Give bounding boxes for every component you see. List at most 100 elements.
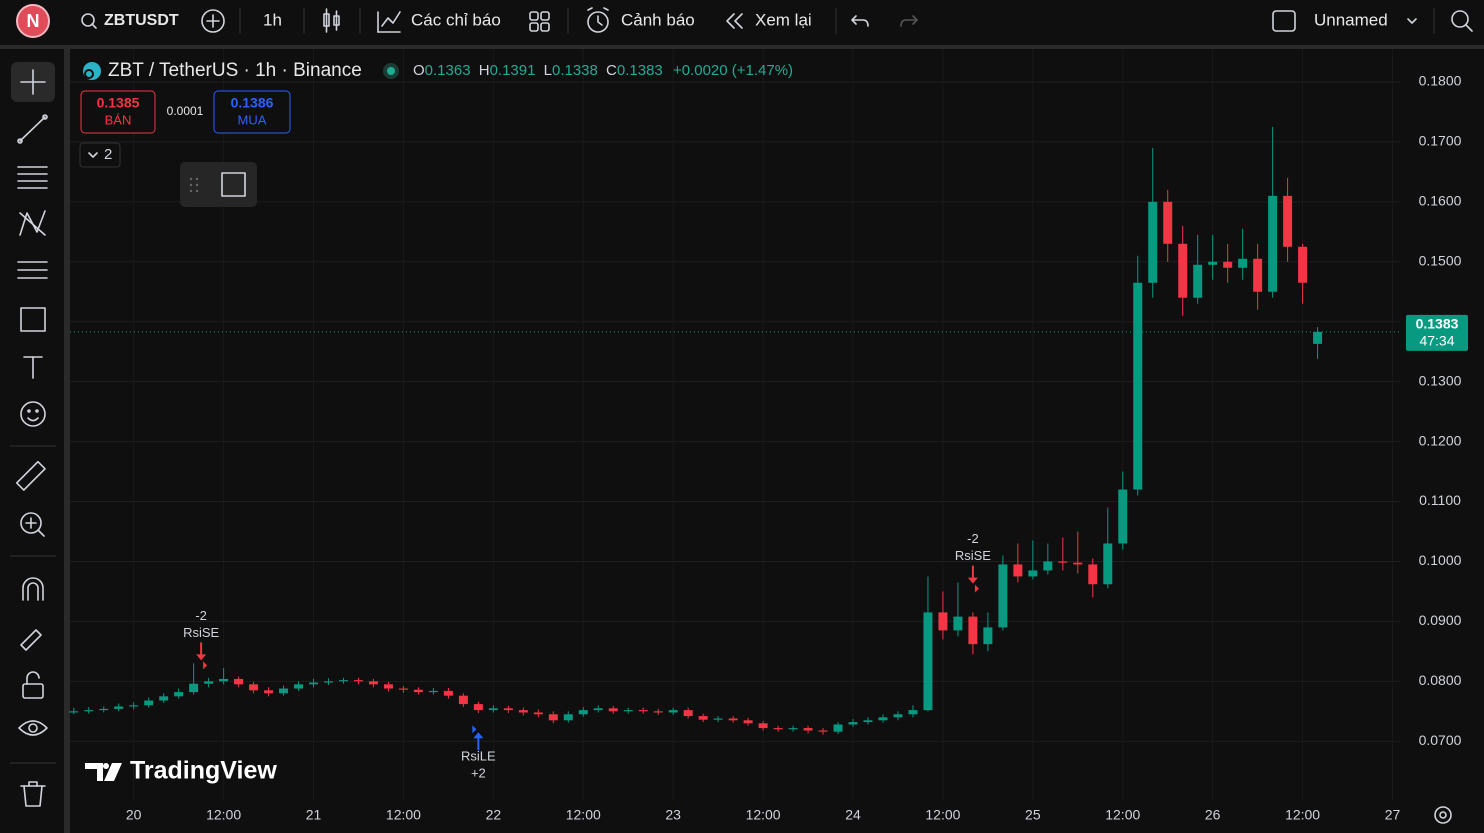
- replay-icon[interactable]: [726, 13, 743, 29]
- y-tick-label: 0.1700: [1419, 133, 1462, 149]
- symbol[interactable]: ZBTUSDT: [104, 12, 179, 29]
- candle-body: [383, 684, 393, 689]
- x-tick-label: 23: [665, 807, 681, 823]
- x-tick-label: 26: [1205, 807, 1221, 823]
- candle-body: [878, 717, 888, 721]
- ohlc-value: 0.1391: [490, 62, 536, 79]
- zoom-tool[interactable]: [20, 512, 45, 537]
- layout-menu[interactable]: [1407, 18, 1417, 24]
- chart-type-icon[interactable]: [323, 8, 340, 33]
- x-tick-label: 21: [306, 807, 322, 823]
- candle-body: [114, 706, 124, 709]
- visibility-tool[interactable]: [18, 720, 48, 736]
- quick-search[interactable]: [1451, 10, 1473, 32]
- y-tick-label: 0.0700: [1419, 732, 1462, 748]
- candle-body: [578, 710, 588, 715]
- candle-body: [683, 710, 693, 717]
- alert-icon[interactable]: [587, 7, 609, 33]
- crosshair-tool[interactable]: [20, 69, 46, 95]
- candle-body: [983, 627, 993, 645]
- signal-arrow: [967, 565, 978, 584]
- signal-arrow: [473, 732, 484, 751]
- floating-shape[interactable]: [221, 172, 246, 197]
- replay[interactable]: Xem lại: [755, 10, 812, 29]
- buy-label: MUA: [238, 112, 267, 127]
- candle-body: [1193, 264, 1203, 298]
- magnet-tool[interactable]: [22, 577, 44, 601]
- emoji-tool[interactable]: [20, 401, 46, 427]
- candle-body: [1268, 195, 1278, 292]
- candle-body: [1058, 561, 1068, 563]
- candle-body: [294, 684, 304, 689]
- y-tick-label: 0.1600: [1419, 193, 1462, 209]
- avatar[interactable]: [16, 4, 50, 38]
- plot: -2 RsiSE RsiLE +2 -2 RsiSE: [69, 126, 1400, 781]
- candle-body: [593, 708, 603, 711]
- candle-body: [279, 688, 289, 694]
- candle-body: [1313, 331, 1323, 344]
- layout-icon[interactable]: [1272, 10, 1296, 32]
- candle-body: [69, 711, 79, 713]
- candle-body: [204, 681, 214, 684]
- candle-body: [413, 689, 423, 693]
- collapse-button[interactable]: [79, 142, 121, 168]
- signal-marker: [472, 725, 477, 734]
- candle-body: [833, 724, 843, 732]
- layout-name[interactable]: Unnamed: [1314, 10, 1388, 29]
- candle-body: [803, 728, 813, 731]
- x-tick-label: 12:00: [566, 807, 601, 823]
- interval[interactable]: 1h: [263, 10, 282, 29]
- candle-body: [368, 681, 378, 685]
- candle-body: [1253, 258, 1263, 292]
- x-tick-label: 12:00: [1285, 807, 1320, 823]
- x-tick-label: 12:00: [925, 807, 960, 823]
- lock-tool[interactable]: [22, 671, 44, 699]
- undo[interactable]: [851, 15, 869, 27]
- drag-handle[interactable]: [189, 177, 199, 193]
- pattern-tool[interactable]: [19, 210, 46, 236]
- indicators-icon[interactable]: [377, 11, 401, 33]
- alerts[interactable]: Cảnh báo: [621, 10, 695, 29]
- candle-body: [773, 728, 783, 730]
- axes: 0.0700 0.0800 0.0900 0.1000 0.1100 0.1200 0.13…: [126, 73, 1468, 823]
- candle-body: [848, 722, 858, 725]
- watermark: TradingView: [85, 757, 277, 785]
- templates-icon[interactable]: [529, 11, 550, 32]
- x-tick-label: 27: [1385, 807, 1401, 823]
- signal-marker: [203, 661, 208, 670]
- fib-tool[interactable]: [17, 166, 48, 189]
- left-toolbar: [10, 62, 56, 807]
- lock-drawing-tool[interactable]: [20, 629, 42, 651]
- candle-body: [533, 712, 543, 715]
- ohlc-value: 0.1338: [552, 62, 598, 79]
- trendline-tool[interactable]: [17, 114, 48, 144]
- settings[interactable]: [1434, 806, 1452, 824]
- ruler-tool[interactable]: [15, 460, 46, 491]
- candle-body: [1043, 561, 1053, 571]
- candle-body: [1283, 195, 1293, 247]
- watermark-logo-dot: [103, 763, 109, 769]
- candle-body: [563, 714, 573, 721]
- redo[interactable]: [900, 15, 918, 27]
- indicators[interactable]: Các chỉ báo: [411, 10, 501, 29]
- candle-body: [608, 708, 618, 712]
- collapsed-count: 2: [104, 146, 112, 163]
- sell-button[interactable]: [80, 90, 156, 134]
- candle-body: [1013, 564, 1023, 577]
- y-tick-label: 0.1500: [1419, 252, 1462, 268]
- candle-body: [84, 710, 94, 712]
- delete-tool[interactable]: [20, 781, 46, 807]
- forecast-tool[interactable]: [17, 261, 48, 279]
- candle-body: [1298, 246, 1308, 283]
- buy-button[interactable]: [213, 90, 291, 134]
- candle-body: [1163, 201, 1173, 244]
- signal-name: RsiSE: [955, 548, 991, 563]
- last-price-label: 0.1383: [1416, 316, 1459, 332]
- text-tool[interactable]: [23, 356, 43, 379]
- price-axis: [1400, 49, 1484, 800]
- candle-body: [818, 730, 828, 732]
- shape-tool[interactable]: [20, 307, 46, 332]
- y-tick-label: 0.0800: [1419, 672, 1462, 688]
- add-symbol[interactable]: [201, 9, 225, 33]
- ohlc-key: O: [413, 62, 425, 79]
